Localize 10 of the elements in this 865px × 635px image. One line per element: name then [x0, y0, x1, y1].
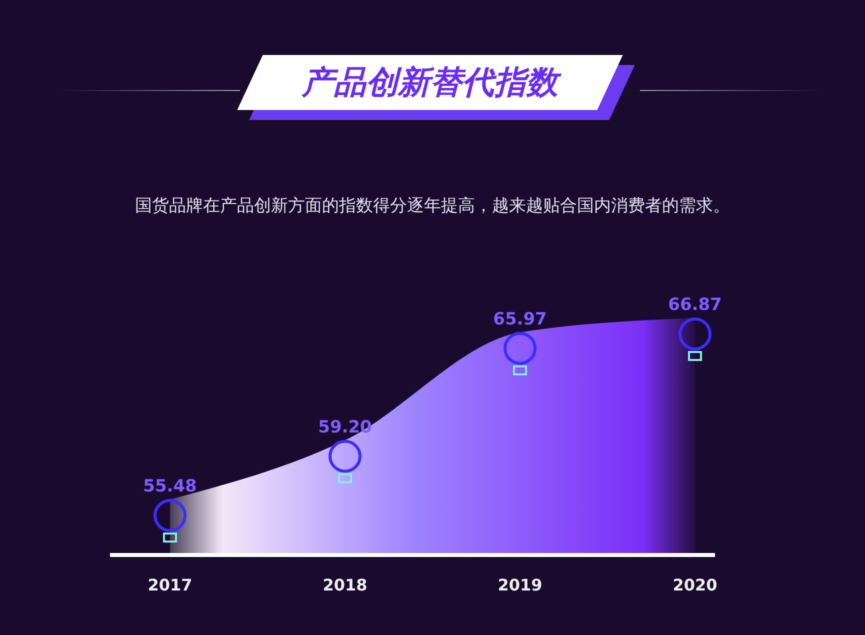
- x-tick-label: 2017: [148, 575, 192, 594]
- data-label: 65.97: [493, 309, 547, 330]
- chart-title: 产品创新替代指数: [300, 62, 562, 102]
- data-label: 59.20: [318, 417, 372, 438]
- data-label: 55.48: [143, 476, 197, 497]
- chart-subtitle: 国货品牌在产品创新方面的指数得分逐年提高，越来越贴合国内消费者的需求。: [134, 195, 731, 217]
- x-tick-label: 2018: [322, 575, 368, 594]
- data-label: 66.87: [668, 295, 722, 316]
- x-tick-label: 2019: [498, 575, 542, 594]
- x-tick-label: 2020: [672, 575, 718, 594]
